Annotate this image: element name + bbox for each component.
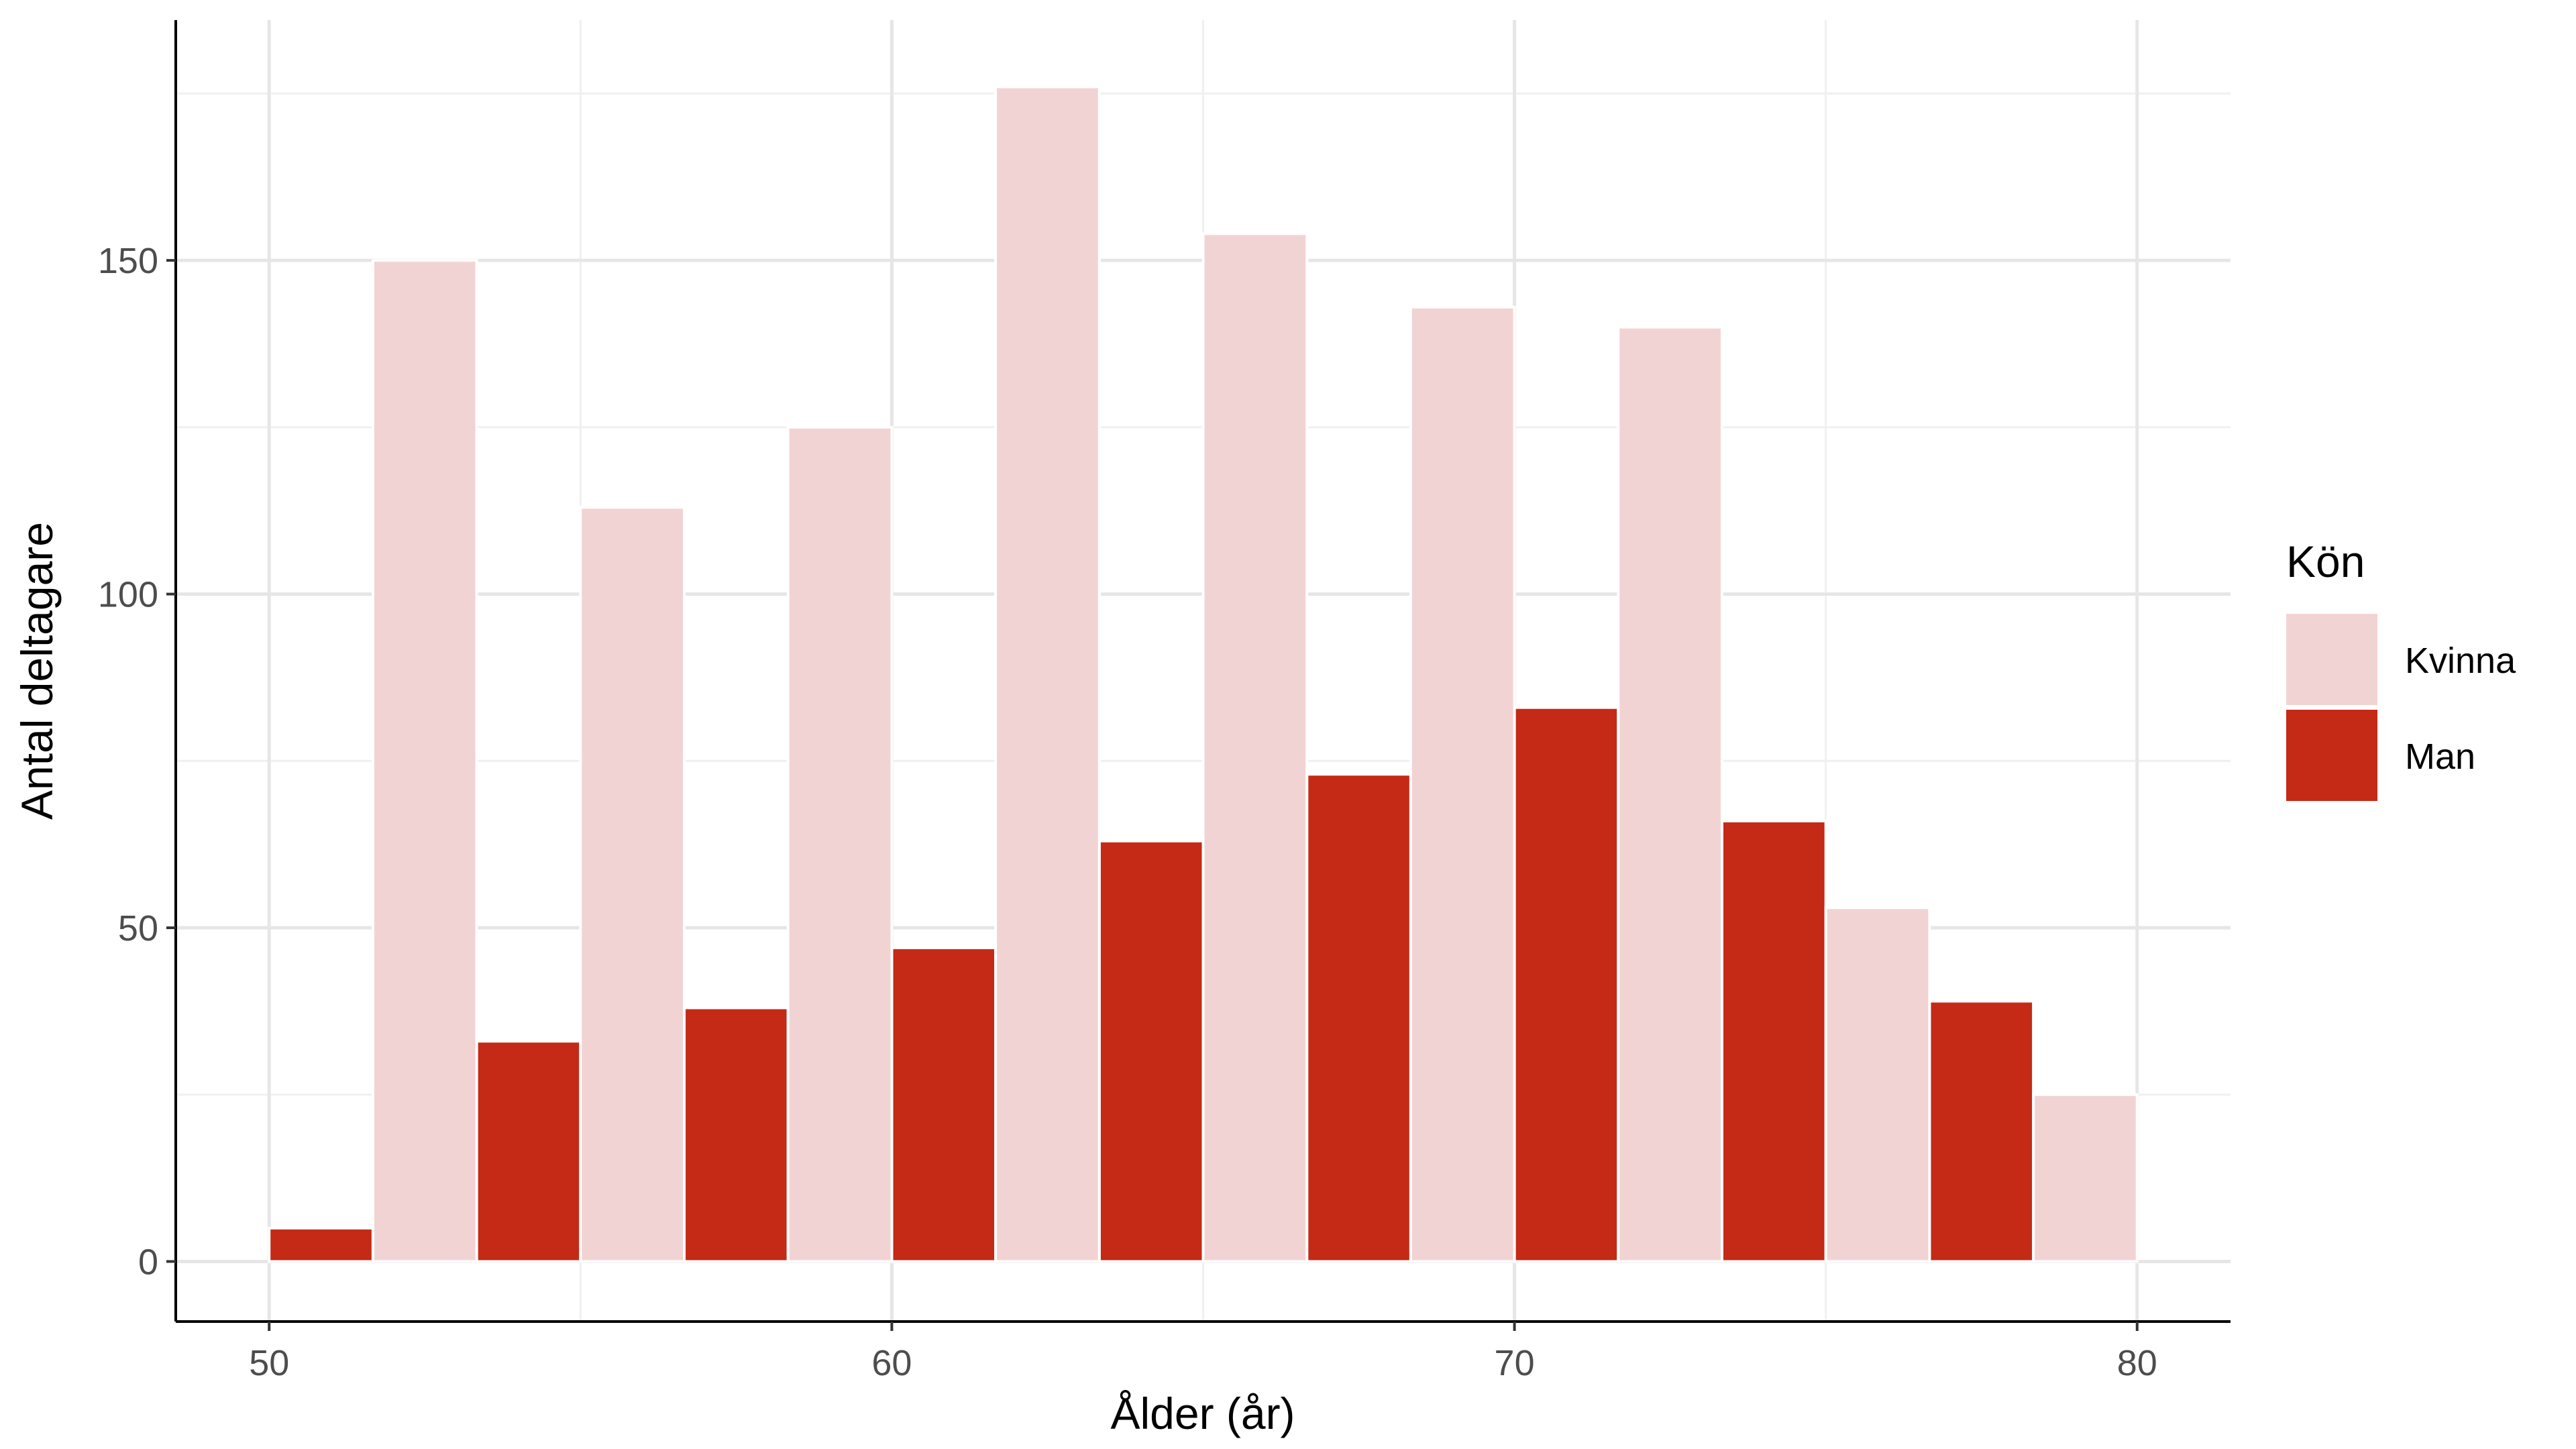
bar-man [1097,839,1205,1263]
y-tick-label: 150 [98,241,158,281]
bar-kvinna [1824,906,1931,1263]
bar-man [683,1006,790,1263]
bar-man [1305,773,1412,1263]
y-tick-label: 100 [98,575,158,615]
legend-key-kvinna [2286,614,2377,705]
bar-man [1928,1000,2035,1263]
bar-man [1720,819,1827,1263]
bar-kvinna [786,425,894,1263]
legend-label-man: Man [2405,737,2475,777]
legend-title: Kön [2286,537,2365,586]
x-tick-label: 70 [1495,1343,1535,1383]
bar-kvinna [1201,232,1309,1263]
ticks: 50 60 70 80 0 50 100 150 [98,241,2157,1383]
bar-man [890,946,998,1263]
bar-man [1513,706,1620,1263]
bar-man [268,1226,374,1263]
bar-kvinna [1617,325,1723,1263]
x-tick-label: 80 [2117,1343,2157,1383]
y-tick-label: 0 [138,1242,158,1282]
bar-man [475,1040,582,1263]
legend: Kön Kvinna Man [2286,537,2516,801]
y-tick-label: 50 [118,908,158,949]
legend-key-man [2286,710,2377,801]
bars [268,85,2139,1263]
x-axis-title: Ålder (år) [1110,1389,1295,1438]
x-tick-label: 50 [249,1343,289,1383]
axes [174,20,2231,1323]
bar-kvinna [579,506,686,1263]
bar-kvinna [994,85,1101,1263]
legend-label-kvinna: Kvinna [2405,641,2516,681]
bar-kvinna [371,259,478,1263]
x-tick-label: 60 [871,1343,912,1383]
bar-kvinna [2032,1093,2139,1263]
bar-kvinna [1409,305,1516,1263]
y-axis-title: Antal deltagare [12,522,62,820]
